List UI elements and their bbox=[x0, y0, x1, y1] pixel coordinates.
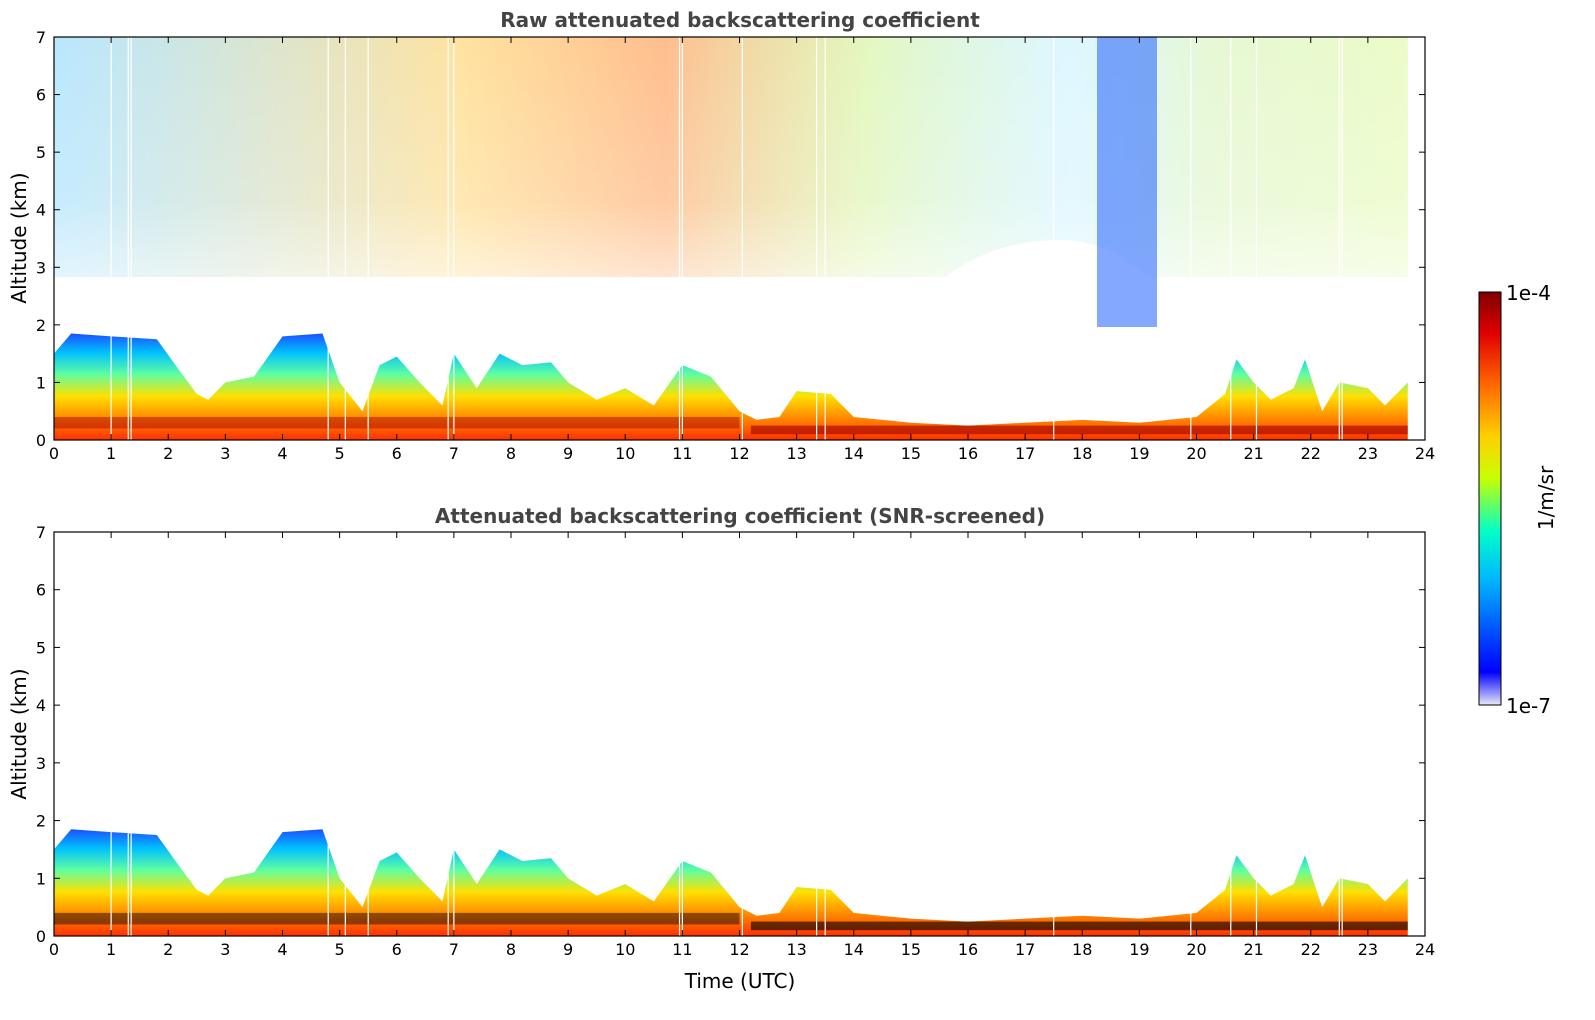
raw-x-tick-label: 3 bbox=[220, 444, 230, 463]
snr-heatmap bbox=[54, 532, 1425, 936]
snr-x-tick-label: 4 bbox=[277, 940, 287, 959]
raw-y-tick-label: 7 bbox=[36, 28, 46, 47]
snr-panel-title: Attenuated backscattering coefficient (S… bbox=[435, 504, 1045, 528]
raw-y-tick-label: 5 bbox=[36, 143, 46, 162]
snr-y-tick-label: 2 bbox=[36, 812, 46, 831]
snr-no-data-region bbox=[1407, 532, 1425, 936]
snr-x-tick-label: 21 bbox=[1243, 940, 1263, 959]
snr-x-tick-label: 8 bbox=[506, 940, 516, 959]
raw-x-tick-label: 13 bbox=[786, 444, 806, 463]
raw-boundary-layer-shape bbox=[54, 333, 1408, 440]
raw-x-tick-label: 16 bbox=[958, 444, 978, 463]
snr-x-tick-label: 7 bbox=[449, 940, 459, 959]
raw-no-data-region bbox=[1407, 37, 1425, 440]
raw-y-tick-label: 6 bbox=[36, 86, 46, 105]
snr-y-tick-label: 5 bbox=[36, 638, 46, 657]
snr-x-tick-label: 19 bbox=[1129, 940, 1149, 959]
snr-x-tick-label: 15 bbox=[901, 940, 921, 959]
snr-x-tick-label: 12 bbox=[729, 940, 749, 959]
raw-x-tick-label: 1 bbox=[106, 444, 116, 463]
colorbar-max-label: 1e-4 bbox=[1506, 281, 1551, 305]
colorbar-scale bbox=[1478, 291, 1502, 706]
raw-x-tick-label: 9 bbox=[563, 444, 573, 463]
snr-x-tick-label: 1 bbox=[106, 940, 116, 959]
snr-y-tick-label: 7 bbox=[36, 523, 46, 542]
snr-x-tick-label: 14 bbox=[844, 940, 864, 959]
snr-x-tick-label: 24 bbox=[1415, 940, 1435, 959]
x-axis-label: Time (UTC) bbox=[684, 969, 796, 993]
snr-backscatter-panel: Attenuated backscattering coefficient (S… bbox=[7, 504, 1435, 993]
colorbar-min-label: 1e-7 bbox=[1506, 694, 1551, 718]
snr-x-tick-label: 17 bbox=[1015, 940, 1035, 959]
raw-y-axis-label: Altitude (km) bbox=[7, 172, 31, 303]
raw-x-tick-label: 17 bbox=[1015, 444, 1035, 463]
snr-x-tick-label: 20 bbox=[1186, 940, 1206, 959]
raw-data-gaps bbox=[110, 37, 1343, 440]
raw-y-tick-label: 4 bbox=[36, 201, 46, 220]
snr-x-tick-label: 18 bbox=[1072, 940, 1092, 959]
snr-x-tick-label: 6 bbox=[392, 940, 402, 959]
raw-x-tick-label: 11 bbox=[672, 444, 692, 463]
raw-x-tick-label: 10 bbox=[615, 444, 635, 463]
snr-y-tick-label: 0 bbox=[36, 927, 46, 946]
raw-x-tick-label: 5 bbox=[335, 444, 345, 463]
raw-x-tick-label: 2 bbox=[163, 444, 173, 463]
snr-x-tick-label: 5 bbox=[335, 940, 345, 959]
snr-y-tick-label: 4 bbox=[36, 696, 46, 715]
snr-x-tick-label: 2 bbox=[163, 940, 173, 959]
raw-boundary-layer bbox=[54, 37, 1425, 440]
raw-x-tick-label: 20 bbox=[1186, 444, 1206, 463]
snr-surface-band-afternoon bbox=[750, 921, 1408, 931]
snr-x-tick-label: 13 bbox=[786, 940, 806, 959]
snr-x-tick-label: 10 bbox=[615, 940, 635, 959]
snr-x-tick-label: 11 bbox=[672, 940, 692, 959]
raw-heatmap bbox=[54, 37, 1425, 440]
snr-y-tick-label: 1 bbox=[36, 869, 46, 888]
raw-y-tick-label: 0 bbox=[36, 431, 46, 450]
raw-surface-band bbox=[54, 416, 740, 429]
raw-x-tick-label: 21 bbox=[1243, 444, 1263, 463]
raw-x-tick-label: 7 bbox=[449, 444, 459, 463]
snr-surface-band bbox=[54, 912, 740, 925]
raw-x-tick-label: 12 bbox=[729, 444, 749, 463]
raw-x-tick-label: 19 bbox=[1129, 444, 1149, 463]
raw-y-tick-label: 3 bbox=[36, 258, 46, 277]
raw-x-tick-label: 18 bbox=[1072, 444, 1092, 463]
raw-x-tick-label: 8 bbox=[506, 444, 516, 463]
colorbar-unit-label: 1/m/sr bbox=[1534, 465, 1558, 530]
snr-x-tick-label: 23 bbox=[1358, 940, 1378, 959]
raw-x-tick-label: 22 bbox=[1301, 444, 1321, 463]
snr-x-tick-label: 22 bbox=[1301, 940, 1321, 959]
raw-surface-band-afternoon bbox=[750, 425, 1408, 435]
snr-boundary-layer-shape bbox=[54, 829, 1408, 936]
raw-x-tick-label: 15 bbox=[901, 444, 921, 463]
snr-y-tick-label: 6 bbox=[36, 581, 46, 600]
snr-data-gaps bbox=[110, 532, 1343, 936]
snr-x-tick-label: 3 bbox=[220, 940, 230, 959]
snr-x-tick-label: 16 bbox=[958, 940, 978, 959]
raw-x-tick-label: 14 bbox=[844, 444, 864, 463]
raw-y-tick-label: 2 bbox=[36, 316, 46, 335]
raw-x-tick-label: 4 bbox=[277, 444, 287, 463]
snr-y-tick-label: 3 bbox=[36, 754, 46, 773]
raw-x-tick-label: 23 bbox=[1358, 444, 1378, 463]
snr-boundary-layer bbox=[54, 532, 1425, 936]
raw-backscatter-panel: Raw attenuated backscattering coefficien… bbox=[7, 8, 1435, 463]
snr-x-tick-label: 0 bbox=[49, 940, 59, 959]
raw-x-tick-label: 0 bbox=[49, 444, 59, 463]
raw-x-tick-label: 24 bbox=[1415, 444, 1435, 463]
raw-x-tick-label: 6 bbox=[392, 444, 402, 463]
snr-y-axis-label: Altitude (km) bbox=[7, 668, 31, 799]
raw-panel-title: Raw attenuated backscattering coefficien… bbox=[500, 8, 980, 32]
snr-x-tick-label: 9 bbox=[563, 940, 573, 959]
colorbar: 1e-4 1e-7 1/m/sr bbox=[1478, 281, 1558, 718]
raw-y-tick-label: 1 bbox=[36, 373, 46, 392]
